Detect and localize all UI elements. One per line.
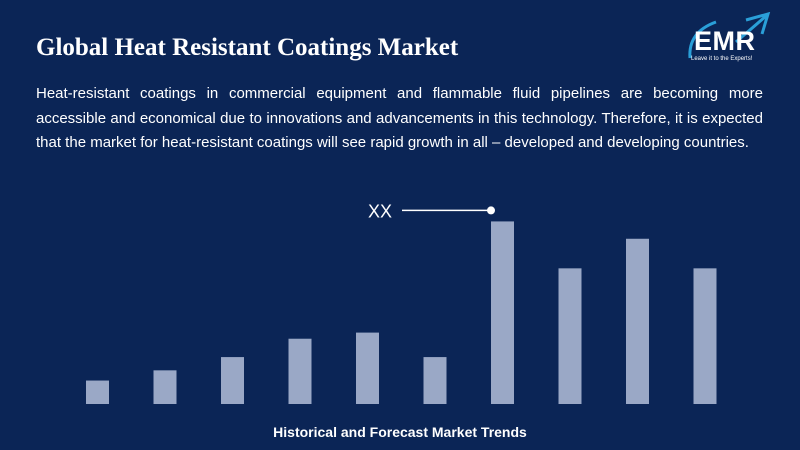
- logo-arrow-icon: [688, 12, 771, 59]
- bar-chart: XX: [86, 201, 717, 404]
- bar-5: [356, 332, 379, 404]
- annotation-label: XX: [368, 201, 392, 221]
- chart-title: Historical and Forecast Market Trends: [273, 424, 527, 440]
- page-title: Global Heat Resistant Coatings Market: [36, 34, 459, 61]
- bar-8: [558, 268, 582, 404]
- bar-1: [86, 380, 109, 404]
- bar-6: [423, 357, 447, 404]
- annotation-dot: [487, 206, 495, 215]
- bar-10: [693, 268, 717, 404]
- bar-7: [491, 221, 514, 404]
- logo-tagline: Leave it to the Experts!: [691, 56, 753, 62]
- bar-9: [626, 238, 649, 404]
- bar-2: [153, 370, 177, 404]
- logo: EMR Leave it to the Experts!: [676, 12, 776, 70]
- logo-text: EMR: [694, 26, 756, 56]
- description: Heat-resistant coatings in commercial eq…: [36, 85, 763, 151]
- bar-4: [288, 338, 312, 404]
- bar-3: [221, 357, 244, 404]
